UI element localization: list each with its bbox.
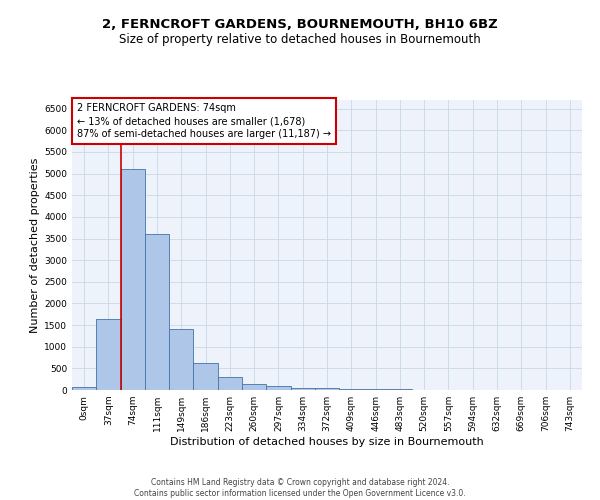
X-axis label: Distribution of detached houses by size in Bournemouth: Distribution of detached houses by size … <box>170 437 484 447</box>
Bar <box>315 388 339 390</box>
Bar <box>96 318 121 390</box>
Text: 2, FERNCROFT GARDENS, BOURNEMOUTH, BH10 6BZ: 2, FERNCROFT GARDENS, BOURNEMOUTH, BH10 … <box>102 18 498 30</box>
Bar <box>145 234 169 390</box>
Bar <box>266 386 290 390</box>
Bar <box>290 388 315 390</box>
Bar <box>169 330 193 390</box>
Text: 2 FERNCROFT GARDENS: 74sqm
← 13% of detached houses are smaller (1,678)
87% of s: 2 FERNCROFT GARDENS: 74sqm ← 13% of deta… <box>77 103 331 140</box>
Bar <box>121 170 145 390</box>
Text: Size of property relative to detached houses in Bournemouth: Size of property relative to detached ho… <box>119 32 481 46</box>
Bar <box>72 387 96 390</box>
Bar <box>364 389 388 390</box>
Text: Contains HM Land Registry data © Crown copyright and database right 2024.
Contai: Contains HM Land Registry data © Crown c… <box>134 478 466 498</box>
Bar <box>193 363 218 390</box>
Bar <box>218 376 242 390</box>
Bar <box>242 384 266 390</box>
Bar <box>339 388 364 390</box>
Y-axis label: Number of detached properties: Number of detached properties <box>30 158 40 332</box>
